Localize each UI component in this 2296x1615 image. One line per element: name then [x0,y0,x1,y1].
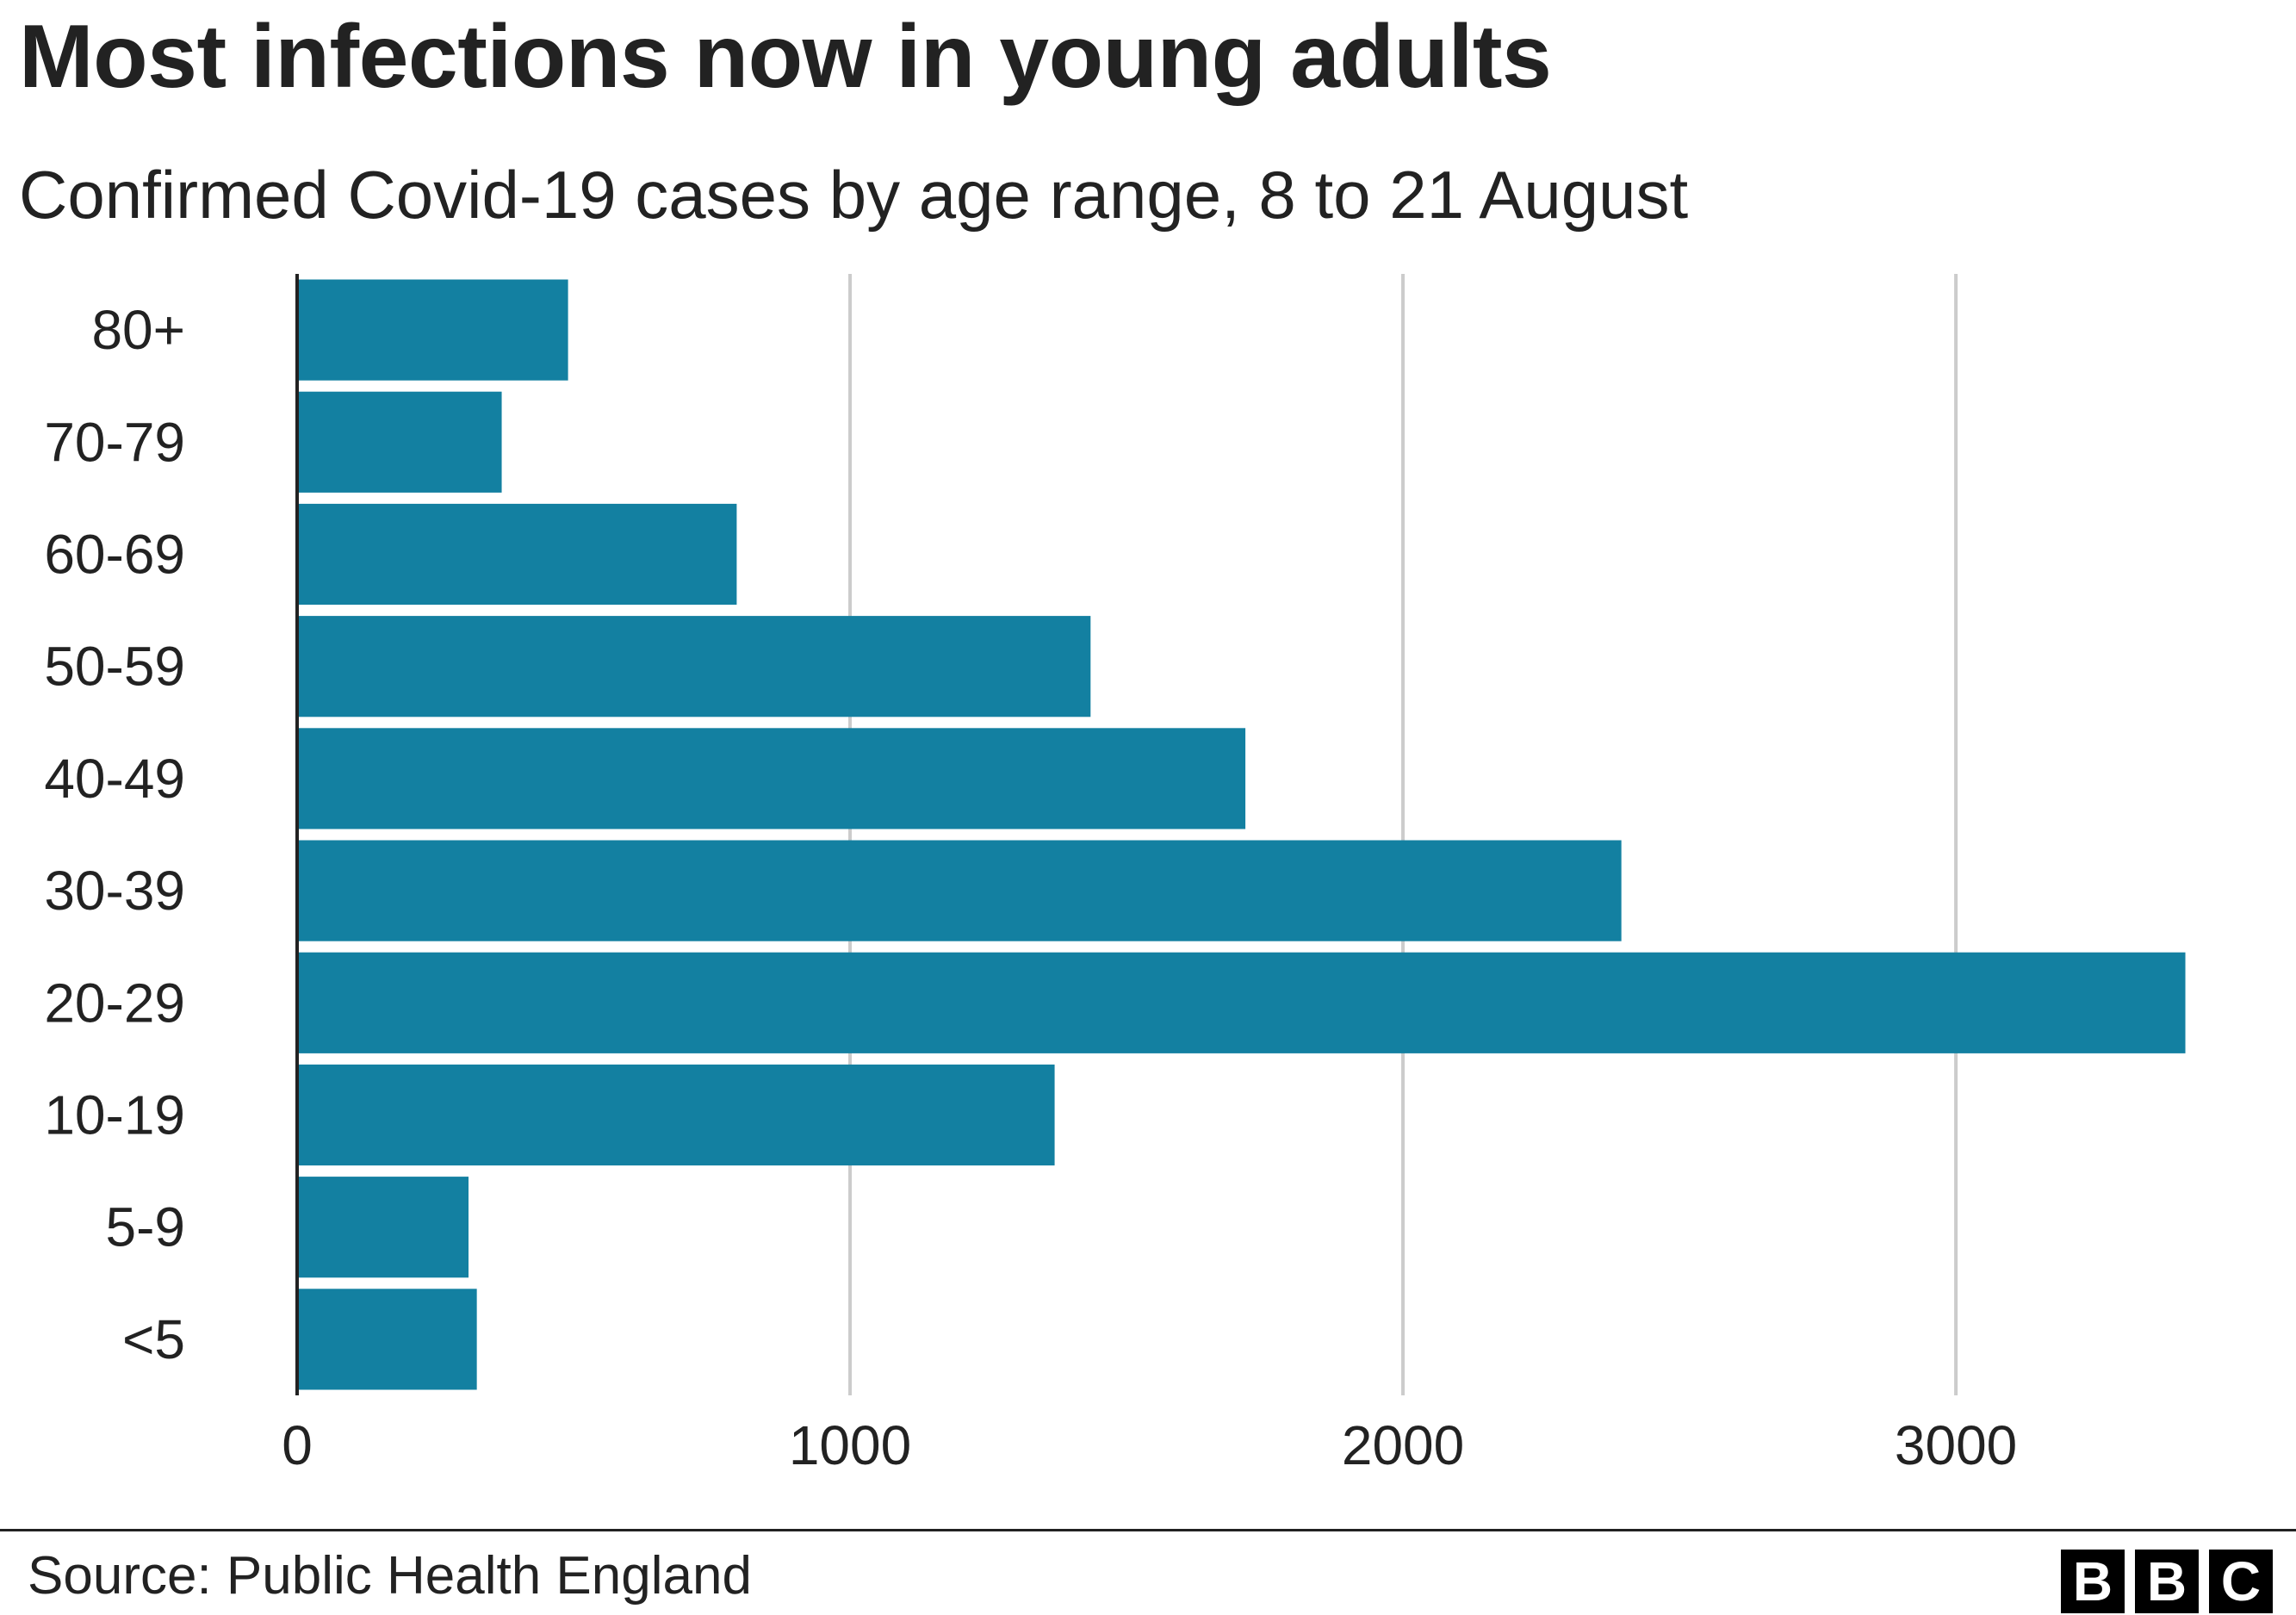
category-label-<5: <5 [122,1308,185,1370]
x-tick-label-1000: 1000 [789,1414,911,1476]
bbc-logo-letter-c: C [2209,1550,2273,1613]
chart-title: Most infections now in young adults [19,7,1552,107]
footer-divider [0,1529,2296,1531]
category-labels: 80+ 70-79 60-69 50-59 40-49 30-39 20-29 10-19 5-… [44,299,185,1370]
x-axis-ticks: 0 1000 2000 3000 [282,1414,2017,1476]
category-label-30-39: 30-39 [44,860,185,922]
bar-80+ [297,279,568,381]
bar-5-9 [297,1177,469,1278]
bar-20-29 [297,952,2186,1053]
bars [297,279,2186,1390]
bbc-logo-letter-b2: B [2135,1550,2199,1613]
bar-chart: 80+ 70-79 60-69 50-59 40-49 30-39 20-29 10-19 5-… [44,274,2186,1476]
bar-50-59 [297,616,1091,717]
bar-30-39 [297,840,1622,941]
bar-60-69 [297,503,737,606]
bar-70-79 [297,391,502,493]
category-label-5-9: 5-9 [106,1196,186,1258]
bar-10-19 [297,1064,1055,1166]
category-label-10-19: 10-19 [44,1084,185,1146]
x-tick-label-2000: 2000 [1342,1414,1464,1476]
bar-40-49 [297,728,1246,829]
category-label-70-79: 70-79 [44,411,185,473]
x-tick-label-0: 0 [282,1414,313,1476]
category-label-80+: 80+ [91,299,185,361]
gridlines [848,274,1958,1395]
category-label-50-59: 50-59 [44,636,185,698]
chart-subtitle: Confirmed Covid-19 cases by age range, 8… [19,157,1689,233]
x-tick-label-3000: 3000 [1895,1414,2017,1476]
category-label-40-49: 40-49 [44,748,185,810]
bbc-logo-letter-b1: B [2061,1550,2125,1613]
bbc-logo: B B C [2061,1550,2273,1613]
category-label-20-29: 20-29 [44,972,185,1034]
bar-<5 [297,1289,477,1390]
category-label-60-69: 60-69 [44,524,185,586]
source-note: Source: Public Health England [28,1546,752,1606]
